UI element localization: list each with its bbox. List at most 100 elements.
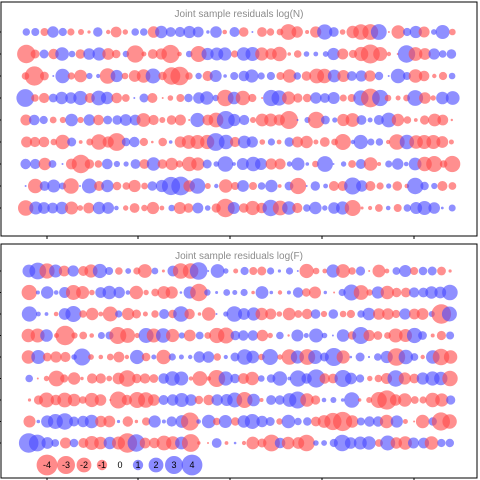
residual-bubble [21,136,33,148]
legend-label: 0 [117,460,122,470]
residual-bubble [119,114,132,126]
residual-bubble [450,118,453,122]
residual-bubble [448,139,454,145]
residual-bubble [239,114,250,126]
residual-bubble [18,200,34,216]
residual-bubble [183,25,196,39]
residual-bubble [340,398,345,402]
residual-bubble [28,178,43,194]
residual-bubble [428,113,441,127]
residual-bubble [60,351,71,363]
residual-bubble [431,182,438,190]
residual-bubble [321,397,327,403]
residual-bubble [55,201,69,215]
panel-logN-bubbles [16,24,461,218]
residual-bubble [377,390,397,410]
residual-bubble [48,160,57,168]
residual-bubble [17,44,36,64]
residual-bubble [264,113,278,127]
residual-bubble [371,286,384,299]
residual-bubble [436,136,449,148]
residual-bubble [38,157,51,171]
residual-bubble [159,309,170,319]
residual-bubble [238,330,249,341]
residual-bubble [321,115,330,125]
residual-bubble [355,352,365,362]
residual-bubble [141,204,148,212]
residual-bubble [39,181,50,191]
residual-bubble [301,308,313,320]
residual-bubble [363,157,378,171]
residual-bubble [92,47,106,61]
residual-bubble [372,264,386,278]
residual-bubble [426,135,441,149]
residual-bubble [157,159,168,169]
residual-bubble [174,393,189,407]
residual-bubble [84,392,99,408]
residual-bubble [293,50,302,58]
residual-bubble [148,394,160,406]
residual-bubble [328,181,339,191]
residual-bubble [139,373,151,384]
residual-bubble [237,180,249,192]
residual-bubble [356,374,365,383]
residual-bubble [445,438,454,448]
residual-bubble [178,354,184,360]
residual-bubble [52,75,55,77]
residual-bubble [367,355,371,359]
residual-bubble [302,93,312,103]
residual-bubble [214,183,219,189]
legend-bubble [148,457,164,473]
residual-bubble [362,436,376,450]
residual-bubble [340,161,347,167]
residual-bubble [67,72,75,80]
residual-bubble [310,181,320,191]
residual-bubble [98,311,104,317]
residual-bubble [103,115,113,125]
residual-bubble [255,47,269,61]
residual-bubble [25,374,33,383]
residual-bubble [282,201,296,215]
panel-logF-bubbles [18,262,458,453]
residual-bubble [280,24,297,40]
residual-bubble [93,114,104,126]
residual-bubble [53,311,59,317]
residual-bubble [317,68,332,84]
residual-bubble [39,92,50,104]
legend-bubble [165,456,183,474]
residual-bubble [282,307,296,321]
residual-bubble [71,332,78,339]
residual-bubble [435,25,450,39]
residual-bubble [218,415,232,428]
residual-bubble [319,137,330,147]
residual-bubble [151,140,154,144]
residual-bubble [446,331,455,340]
residual-bubble [251,31,254,33]
residual-bubble [267,267,275,275]
residual-bubble [327,47,340,61]
residual-bubble [248,93,257,103]
residual-bubble [305,185,308,187]
residual-bubble [106,375,113,382]
residual-bubble [99,68,116,84]
residual-bubble [309,286,321,299]
residual-bubble [272,46,287,62]
residual-bubble [166,328,180,343]
residual-bubble [298,434,315,452]
residual-bubble [35,290,40,295]
residual-bubble [80,376,84,381]
residual-bubble [390,415,403,428]
residual-bubble [386,139,391,145]
residual-bubble [215,291,219,294]
residual-bubble [141,182,149,190]
residual-bubble [238,308,250,320]
residual-bubble [345,372,357,385]
residual-bubble [276,311,283,317]
residual-bubble [352,327,370,344]
residual-bubble [428,48,440,60]
residual-bubble [61,163,64,165]
residual-bubble [231,50,239,58]
residual-bubble [222,29,227,35]
residual-bubble [348,160,356,168]
residual-bubble [418,26,430,38]
